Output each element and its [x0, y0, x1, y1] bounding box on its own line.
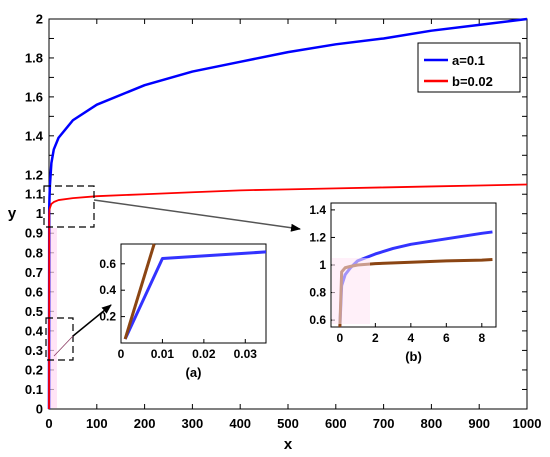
inset-y-tick-label: 1.2 — [309, 230, 326, 244]
inset-y-tick-label: 1 — [319, 258, 326, 272]
zoom-arrow-a — [72, 304, 112, 337]
inset-x-tick-label: 2 — [372, 331, 379, 345]
y-tick-label: 2 — [36, 12, 43, 27]
inset-y-tick-label: 1.4 — [309, 203, 326, 217]
x-tick-label: 200 — [134, 416, 156, 431]
inset-series-line-0 — [123, 250, 267, 340]
x-tick-label: 0 — [45, 416, 52, 431]
highlight-band — [50, 228, 57, 408]
y-tick-label: 1.6 — [25, 89, 43, 104]
inset-y-tick-label: 0.4 — [99, 283, 116, 297]
inset-x-tick-label: 8 — [478, 331, 485, 345]
inset-x-tick-label: 0.03 — [234, 347, 258, 361]
x-tick-label: 400 — [229, 416, 251, 431]
y-tick-label: 1 — [36, 206, 43, 221]
inset-y-tick-label: 0.2 — [99, 310, 116, 324]
inset-y-tick-label: 0.6 — [309, 313, 326, 327]
inset-b-plot: 0 2 4 6 8 0.6 0.8 1 1.2 1.4 (b) — [309, 197, 500, 364]
x-tick-label: 500 — [277, 416, 299, 431]
zoom-callouts — [43, 185, 301, 361]
inset-x-tick-label: 0.02 — [192, 347, 216, 361]
legend-label-0: a=0.1 — [452, 53, 485, 68]
x-tick-label: 100 — [86, 416, 108, 431]
inset-series-line-1 — [123, 243, 156, 340]
zoom-arrow-b — [93, 199, 301, 232]
inset-frame — [120, 243, 267, 344]
y-tick-label: 0.9 — [25, 226, 43, 241]
inset-a-plot: 0 0.01 0.02 0.03 0.2 0.4 0.6 (a) — [99, 238, 270, 380]
zoom-box-b — [43, 185, 95, 228]
legend: a=0.1 b=0.02 — [417, 42, 521, 93]
inset-panel-label: (b) — [405, 349, 422, 364]
inset-y-tick-label: 0.8 — [309, 286, 326, 300]
y-tick-label: 0.5 — [25, 304, 43, 319]
x-tick-label: 900 — [468, 416, 490, 431]
y-tick-label: 0.7 — [25, 265, 43, 280]
y-tick-label: 0.3 — [25, 343, 43, 358]
x-tick-label: 1000 — [513, 416, 542, 431]
series-line-0 — [47, 17, 528, 410]
y-tick-label: 0.2 — [25, 362, 43, 377]
inset-x-tick-label: 0 — [337, 331, 344, 345]
inset-x-tick-label: 6 — [443, 331, 450, 345]
y-tick-label: 1.2 — [25, 167, 43, 182]
y-tick-label: 0.1 — [25, 382, 43, 397]
y-tick-label: 0.4 — [25, 323, 44, 338]
pointer-line — [53, 335, 74, 357]
x-tick-label: 800 — [421, 416, 443, 431]
x-tick-label: 700 — [373, 416, 395, 431]
y-tick-label: 0.6 — [25, 284, 43, 299]
x-tick-label: 300 — [182, 416, 204, 431]
inset-y-tick-label: 0.6 — [99, 257, 116, 271]
x-axis-label: x — [284, 436, 293, 453]
inset-x-tick-label: 4 — [407, 331, 414, 345]
y-tick-label: 0 — [36, 402, 43, 417]
legend-label-1: b=0.02 — [452, 74, 493, 89]
inset-panel-label: (a) — [186, 365, 202, 380]
zoom-box-a — [45, 317, 74, 361]
legend-box — [417, 42, 521, 93]
inset-x-tick-label: 0.01 — [151, 347, 175, 361]
y-tick-label: 0.8 — [25, 245, 43, 260]
y-tick-label: 1.4 — [25, 128, 44, 143]
y-axis-label: y — [8, 205, 17, 222]
y-tick-label: 1.8 — [25, 50, 43, 65]
y-tick-label: 1.1 — [25, 187, 43, 202]
main-plot: 0 100 200 300 400 500 600 700 800 900 100000.10.20… — [8, 12, 542, 454]
series-line-1 — [48, 183, 528, 410]
inset-x-tick-label: 0 — [118, 347, 125, 361]
inset-b-band — [332, 258, 370, 324]
x-tick-label: 600 — [325, 416, 347, 431]
